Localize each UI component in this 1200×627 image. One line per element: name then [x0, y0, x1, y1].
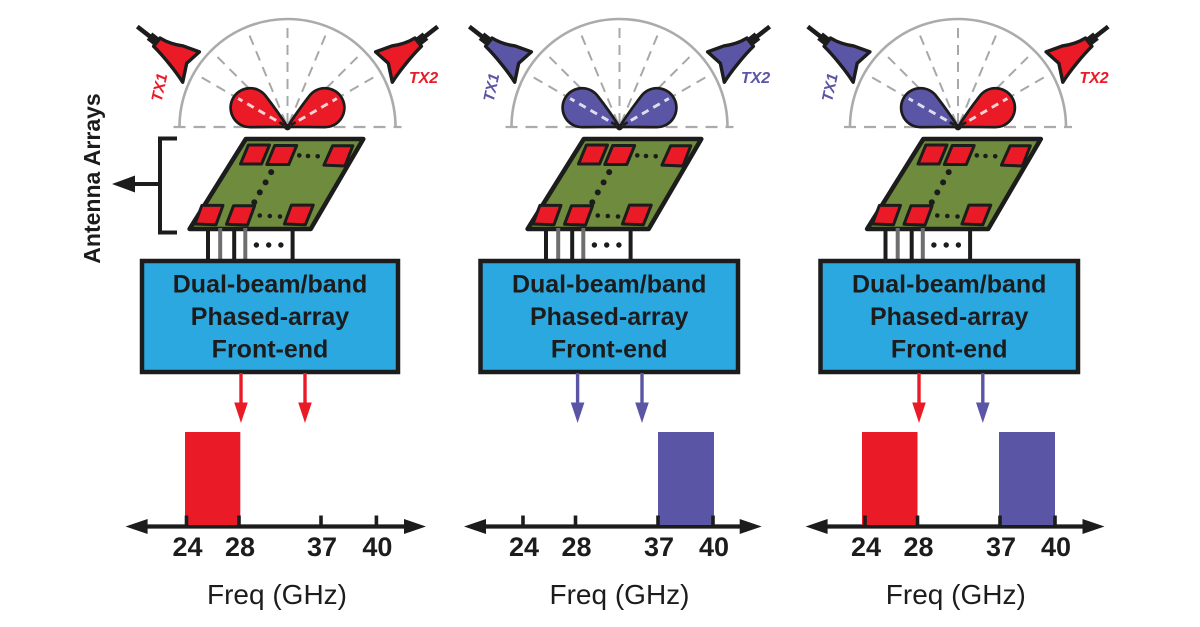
svg-text:Dual-beam/band: Dual-beam/band — [512, 271, 706, 299]
svg-text:24: 24 — [172, 532, 202, 562]
svg-text:Phased-array: Phased-array — [530, 303, 689, 331]
svg-text:Dual-beam/band: Dual-beam/band — [173, 271, 367, 299]
svg-text:40: 40 — [1041, 532, 1071, 562]
svg-text:Phased-array: Phased-array — [870, 303, 1029, 331]
svg-text:28: 28 — [903, 532, 933, 562]
svg-text:TX1: TX1 — [481, 72, 504, 103]
svg-text:TX2: TX2 — [1079, 70, 1108, 87]
svg-text:37: 37 — [986, 532, 1016, 562]
svg-text:37: 37 — [307, 532, 337, 562]
svg-text:28: 28 — [561, 532, 591, 562]
svg-text:Front-end: Front-end — [891, 336, 1008, 364]
svg-text:28: 28 — [225, 532, 255, 562]
svg-text:40: 40 — [362, 532, 392, 562]
svg-text:Front-end: Front-end — [212, 336, 329, 364]
svg-text:24: 24 — [509, 532, 539, 562]
svg-text:TX1: TX1 — [149, 72, 172, 103]
svg-text:Freq (GHz): Freq (GHz) — [207, 579, 347, 610]
svg-text:Dual-beam/band: Dual-beam/band — [852, 271, 1046, 299]
svg-text:TX2: TX2 — [741, 70, 770, 87]
svg-text:Front-end: Front-end — [551, 336, 668, 364]
svg-text:Antenna Arrays: Antenna Arrays — [79, 93, 105, 263]
svg-text:Phased-array: Phased-array — [191, 303, 350, 331]
svg-text:37: 37 — [644, 532, 674, 562]
svg-text:TX2: TX2 — [409, 70, 438, 87]
svg-text:Freq (GHz): Freq (GHz) — [550, 579, 690, 610]
svg-text:40: 40 — [699, 532, 729, 562]
svg-text:Freq (GHz): Freq (GHz) — [886, 579, 1026, 610]
svg-text:TX1: TX1 — [819, 72, 842, 103]
svg-text:24: 24 — [851, 532, 881, 562]
